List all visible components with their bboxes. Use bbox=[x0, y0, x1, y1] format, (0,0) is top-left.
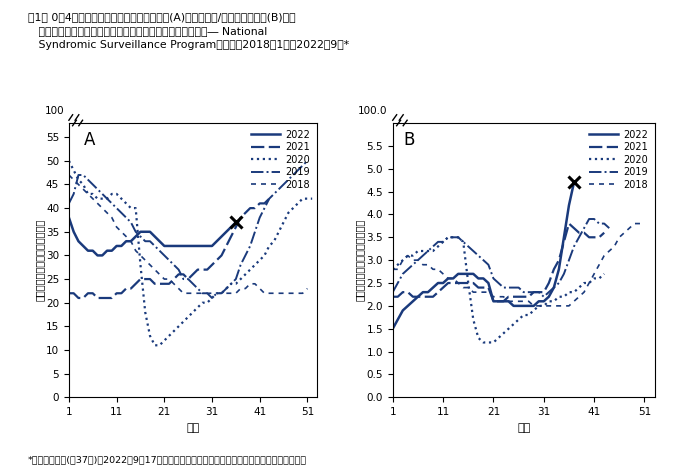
Text: B: B bbox=[403, 131, 415, 149]
Y-axis label: 救急部門受診のパーセンテージ: 救急部門受診のパーセンテージ bbox=[34, 219, 45, 301]
X-axis label: 週数: 週数 bbox=[517, 422, 531, 433]
Text: Syndromic Surveillance Program、米国、2018年1月～2022年9月*: Syndromic Surveillance Program、米国、2018年1… bbox=[28, 40, 349, 50]
Text: 100.0: 100.0 bbox=[358, 105, 387, 115]
Text: 辺する救急部門受診率の週ごとの傾向、年齢層および年別― National: 辺する救急部門受診率の週ごとの傾向、年齢層および年別― National bbox=[28, 26, 267, 36]
Text: A: A bbox=[84, 131, 95, 149]
Text: 100: 100 bbox=[44, 105, 64, 115]
X-axis label: 週数: 週数 bbox=[186, 422, 200, 433]
Text: 図1． 0～4歳の小児における急性呼吸器疾患(A)および喘息/反応性気道疾患(B)に関: 図1． 0～4歳の小児における急性呼吸器疾患(A)および喘息/反応性気道疾患(B… bbox=[28, 12, 295, 22]
Legend: 2022, 2021, 2020, 2019, 2018: 2022, 2021, 2020, 2019, 2018 bbox=[249, 128, 312, 192]
Y-axis label: 救急部門受診のパーセンテージ: 救急部門受診のパーセンテージ bbox=[355, 219, 365, 301]
Legend: 2022, 2021, 2020, 2019, 2018: 2022, 2021, 2020, 2019, 2018 bbox=[587, 128, 650, 192]
Text: *最後の報告週(第37週)は2022年9有17日に終了した。今週のデータは暂定的なものと見なされる: *最後の報告週(第37週)は2022年9有17日に終了した。今週のデータは暂定的… bbox=[28, 455, 307, 464]
